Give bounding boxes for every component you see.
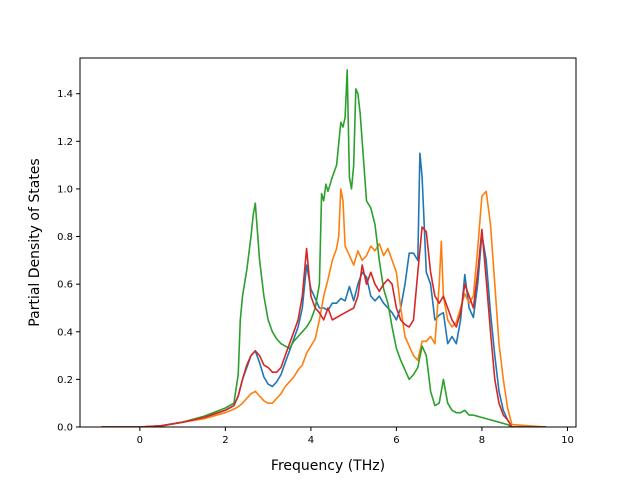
y-tick-label: 0.8 [57,232,73,243]
y-tick-label: 0.6 [57,280,73,291]
plot-lines [101,69,547,427]
x-axis-ticks: 0 2 4 6 8 10 [137,427,574,446]
x-tick-label: 8 [479,435,485,446]
y-tick-label: 1.4 [57,89,73,100]
y-tick-label: 0.0 [57,423,73,434]
series-line-4 [101,226,547,427]
x-axis-label: Frequency (THz) [271,458,385,474]
y-axis-ticks: 0.0 0.2 0.4 0.6 0.8 1.0 1.2 1.4 [57,89,80,434]
y-tick-label: 1.0 [57,184,73,195]
x-tick-label: 2 [222,435,228,446]
y-axis-label: Partial Density of States [27,158,43,326]
x-tick-label: 6 [393,435,399,446]
series-line-3 [101,69,547,427]
x-tick-label: 0 [137,435,143,446]
x-tick-label: 10 [561,435,574,446]
y-tick-label: 0.4 [57,327,73,338]
plot-frame [79,57,577,428]
x-tick-label: 4 [308,435,314,446]
y-tick-label: 0.2 [57,375,73,386]
y-tick-label: 1.2 [57,137,73,148]
